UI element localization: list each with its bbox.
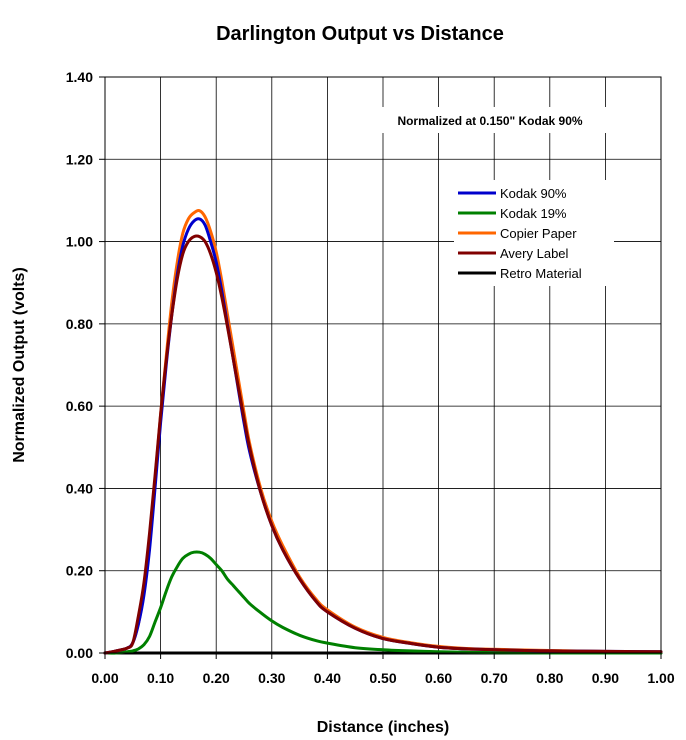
x-tick-label-3: 0.30 (258, 670, 285, 686)
legend-label-retro-material: Retro Material (500, 266, 582, 281)
x-tick-label-8: 0.80 (536, 670, 563, 686)
y-tick-label-2: 0.40 (66, 480, 93, 496)
y-tick-label-0: 0.00 (66, 645, 93, 661)
legend-label-kodak-90-: Kodak 90% (500, 186, 567, 201)
legend-label-avery-label: Avery Label (500, 246, 569, 261)
y-tick-label-4: 0.80 (66, 316, 93, 332)
x-axis-label: Distance (inches) (317, 719, 449, 736)
x-tick-label-1: 0.10 (147, 670, 174, 686)
series-line-kodak-19- (103, 550, 663, 655)
annotation-background (352, 107, 632, 133)
series-line-avery-label (103, 234, 663, 655)
x-tick-label-0: 0.00 (91, 670, 118, 686)
x-tick-label-4: 0.40 (314, 670, 341, 686)
x-tick-label-10: 1.00 (647, 670, 674, 686)
y-tick-label-6: 1.20 (66, 151, 93, 167)
chart-title: Darlington Output vs Distance (216, 23, 504, 45)
y-tick-label-1: 0.20 (66, 563, 93, 579)
y-axis-label: Normalized Output (volts) (11, 267, 28, 463)
grid-lines (104, 76, 662, 654)
x-tick-label-7: 0.70 (481, 670, 508, 686)
y-tick-label-7: 1.40 (66, 69, 93, 85)
series-lines (103, 209, 663, 655)
chart-annotation: Normalized at 0.150" Kodak 90% (397, 114, 582, 128)
legend-label-copier-paper: Copier Paper (500, 226, 577, 241)
legend-label-kodak-19-: Kodak 19% (500, 206, 567, 221)
y-tick-label-5: 1.00 (66, 234, 93, 250)
y-axis-ticks: 0.00 0.20 0.40 0.60 0.80 1.00 1.20 1.40 (66, 69, 105, 661)
x-tick-label-2: 0.20 (203, 670, 230, 686)
x-tick-label-5: 0.50 (369, 670, 396, 686)
x-tick-label-9: 0.90 (592, 670, 619, 686)
legend: Kodak 90% Kodak 19% Copier Paper Avery Labe… (454, 180, 614, 286)
y-tick-label-3: 0.60 (66, 398, 93, 414)
x-axis-ticks: 0.00 0.10 0.20 0.30 0.40 0.50 0.60 0.70 0.80 0.90… (91, 653, 675, 686)
x-tick-label-6: 0.60 (425, 670, 452, 686)
